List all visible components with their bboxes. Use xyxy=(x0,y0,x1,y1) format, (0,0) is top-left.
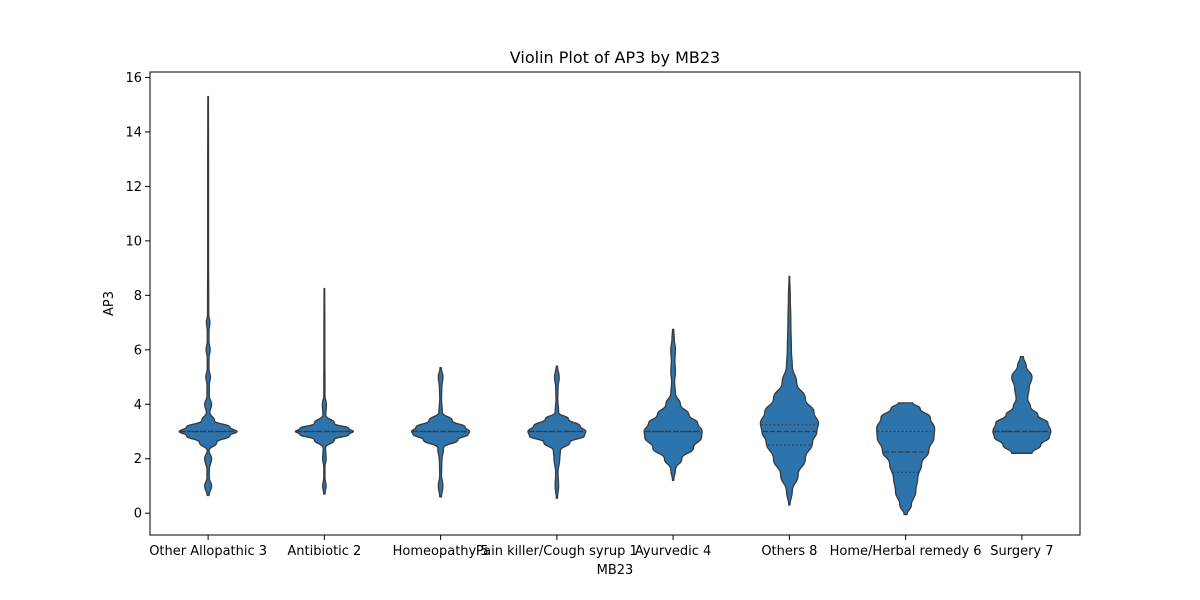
y-tick-label: 0 xyxy=(134,507,142,522)
chart-title: Violin Plot of AP3 by MB23 xyxy=(510,48,720,67)
violin-body xyxy=(527,365,587,499)
x-tick-label: Surgery 7 xyxy=(990,544,1053,559)
violin-body xyxy=(178,95,238,497)
violin-body xyxy=(643,328,703,482)
plot-area-frame xyxy=(149,71,1081,536)
y-tick-label: 2 xyxy=(134,452,142,467)
y-axis-label: AP3 xyxy=(102,291,117,316)
violin-body xyxy=(875,402,936,516)
x-tick-label: Others 8 xyxy=(761,544,817,559)
y-tick-label: 8 xyxy=(134,289,142,304)
x-tick-label: Pain killer/Cough syrup 1 xyxy=(476,544,638,559)
x-tick-label: Antibiotic 2 xyxy=(287,544,361,559)
x-axis: Other Allopathic 3 Antibiotic 2 Homeopathy… xyxy=(149,535,1054,559)
violins-layer xyxy=(178,95,1052,516)
x-tick-label: Other Allopathic 3 xyxy=(149,544,267,559)
violin-body xyxy=(294,287,355,495)
violin-body xyxy=(410,366,471,498)
x-tick-label: Ayurvedic 4 xyxy=(635,544,711,559)
y-axis: 0 2 4 6 8 10 12 14 16 xyxy=(125,71,150,522)
x-tick-label: Homeopathy 5 xyxy=(393,544,489,559)
x-axis-label: MB23 xyxy=(597,563,634,578)
y-tick-label: 4 xyxy=(134,398,142,413)
y-tick-label: 6 xyxy=(134,343,142,358)
y-tick-label: 16 xyxy=(125,71,142,86)
y-tick-label: 10 xyxy=(125,234,142,249)
y-tick-label: 14 xyxy=(125,125,142,140)
y-tick-label: 12 xyxy=(125,180,142,195)
violin-body xyxy=(759,275,820,506)
violin-body xyxy=(992,355,1052,454)
x-tick-label: Home/Herbal remedy 6 xyxy=(830,544,982,559)
